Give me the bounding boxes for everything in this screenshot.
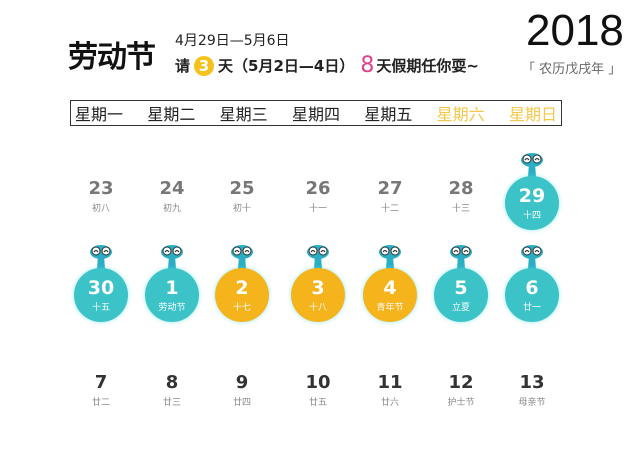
day-number: 26 <box>305 178 331 199</box>
lunar-date: 护士节 <box>447 398 475 408</box>
day-number: 28 <box>448 178 474 199</box>
year: 2018 <box>526 6 624 55</box>
day-circle-leave: 2 十七 <box>215 268 269 322</box>
lunar-date: 廿一 <box>522 303 541 313</box>
weekday-header: 星期一 星期二 星期三 星期四 星期五 星期六 星期日 <box>70 100 562 126</box>
lunar-date: 初九 <box>162 204 181 214</box>
day-cell: 28 十三 <box>431 178 491 214</box>
lunar-date: 十四 <box>522 211 541 221</box>
lunar-date: 十一 <box>308 204 327 214</box>
mascot-icon <box>520 151 544 177</box>
lunar-date: 廿六 <box>380 398 399 408</box>
mascot-icon <box>520 243 544 269</box>
lunar-date: 初十 <box>232 204 251 214</box>
day-circle-holiday: 29 十四 <box>505 176 559 230</box>
lunar-date: 十三 <box>451 204 470 214</box>
holiday-summary: 请 3 天（5月2日—4日） 8 天假期任你耍~ <box>175 53 479 78</box>
day-cell: 12 护士节 <box>431 372 491 408</box>
day-number: 2 <box>235 277 249 299</box>
day-cell: 9 廿四 <box>212 372 272 408</box>
summary-mid: 天（5月2日—4日） <box>218 57 355 75</box>
day-circle-holiday: 30 十五 <box>74 268 128 322</box>
summary-prefix: 请 <box>175 57 191 75</box>
weekday-label: 星期六 <box>436 105 485 124</box>
weekday-label: 星期日 <box>508 105 557 124</box>
total-days: 8 <box>360 53 375 78</box>
day-circle-holiday: 1 劳动节 <box>145 268 199 322</box>
day-number: 4 <box>383 277 397 299</box>
day-cell: 25 初十 <box>212 178 272 214</box>
mascot-icon <box>160 243 184 269</box>
day-number: 25 <box>229 178 255 199</box>
day-number: 10 <box>305 372 331 393</box>
summary-suffix: 天假期任你耍~ <box>376 57 479 75</box>
lunar-date: 十八 <box>308 303 327 313</box>
date-range: 4月29日—5月6日 <box>175 33 290 49</box>
day-number: 29 <box>518 185 546 207</box>
lunar-date: 十二 <box>380 204 399 214</box>
day-cell: 13 母亲节 <box>502 372 562 408</box>
day-number: 1 <box>165 277 179 299</box>
day-number: 5 <box>454 277 468 299</box>
day-cell: 11 廿六 <box>360 372 420 408</box>
leave-days-badge: 3 <box>194 55 215 76</box>
weekday-label: 星期二 <box>147 105 196 124</box>
day-number: 8 <box>165 372 179 393</box>
day-circle-holiday: 5 立夏 <box>434 268 488 322</box>
lunar-date: 初八 <box>91 204 110 214</box>
day-number: 27 <box>377 178 403 199</box>
day-number: 9 <box>235 372 249 393</box>
lunar-year: 「 农历戊戌年 」 <box>522 62 622 77</box>
day-circle-holiday: 6 廿一 <box>505 268 559 322</box>
lunar-date: 母亲节 <box>518 398 546 408</box>
lunar-date: 廿四 <box>232 398 251 408</box>
day-cell: 26 十一 <box>288 178 348 214</box>
day-cell: 27 十二 <box>360 178 420 214</box>
lunar-date: 廿三 <box>162 398 181 408</box>
day-number: 12 <box>448 372 474 393</box>
day-number: 24 <box>159 178 185 199</box>
lunar-date: 廿二 <box>91 398 110 408</box>
day-number: 7 <box>94 372 108 393</box>
day-number: 3 <box>311 277 325 299</box>
mascot-icon <box>306 243 330 269</box>
weekday-label: 星期一 <box>75 105 124 124</box>
mascot-icon <box>378 243 402 269</box>
day-circle-leave: 4 青年节 <box>363 268 417 322</box>
day-number: 30 <box>87 277 115 299</box>
mascot-icon <box>89 243 113 269</box>
day-cell: 7 廿二 <box>71 372 131 408</box>
weekday-label: 星期三 <box>219 105 268 124</box>
lunar-date: 廿五 <box>308 398 327 408</box>
lunar-date: 十五 <box>91 303 110 313</box>
weekday-label: 星期五 <box>364 105 413 124</box>
page-title: 劳动节 <box>68 40 156 75</box>
lunar-date: 十七 <box>232 303 251 313</box>
day-cell: 10 廿五 <box>288 372 348 408</box>
lunar-date: 立夏 <box>451 303 470 313</box>
day-cell: 8 廿三 <box>142 372 202 408</box>
lunar-date: 青年节 <box>376 303 404 313</box>
mascot-icon <box>230 243 254 269</box>
weekday-label: 星期四 <box>291 105 340 124</box>
mascot-icon <box>449 243 473 269</box>
day-number: 13 <box>519 372 545 393</box>
day-circle-leave: 3 十八 <box>291 268 345 322</box>
day-number: 6 <box>525 277 539 299</box>
lunar-date: 劳动节 <box>158 303 186 313</box>
day-number: 23 <box>88 178 114 199</box>
day-cell: 23 初八 <box>71 178 131 214</box>
day-cell: 24 初九 <box>142 178 202 214</box>
day-number: 11 <box>377 372 403 393</box>
